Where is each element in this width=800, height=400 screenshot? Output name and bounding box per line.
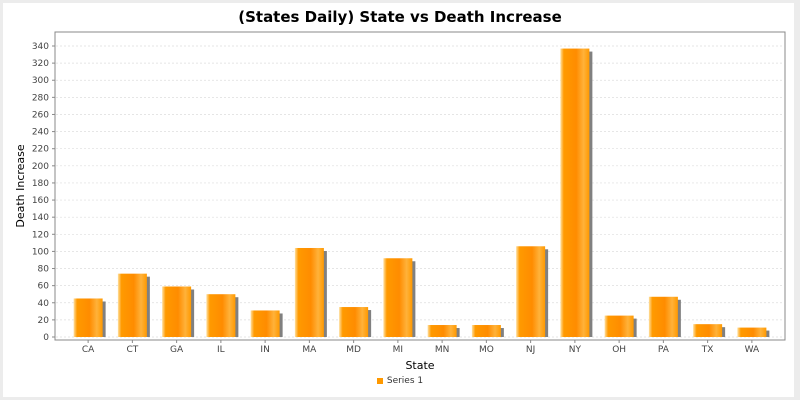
y-tick-label: 0 xyxy=(43,333,49,343)
y-tick-label: 200 xyxy=(32,162,49,172)
gridlines xyxy=(56,45,784,338)
x-tick-label: MA xyxy=(302,345,317,355)
bar-ny xyxy=(560,48,590,337)
bar-in xyxy=(250,310,280,337)
x-tick-label: NY xyxy=(569,345,582,355)
y-tick-label: 20 xyxy=(38,316,50,326)
x-tick-label: PA xyxy=(658,345,670,355)
bar-ma xyxy=(294,247,324,337)
bar-mi xyxy=(383,258,413,337)
x-tick-label: MI xyxy=(393,345,403,355)
bar-wa xyxy=(737,327,767,337)
y-tick-label: 100 xyxy=(32,247,49,257)
legend: Series 1 xyxy=(0,376,800,386)
y-tick-label: 60 xyxy=(38,282,50,292)
legend-label-series-1: Series 1 xyxy=(386,376,424,386)
bar-mn xyxy=(427,325,457,337)
bars xyxy=(73,48,770,337)
y-tick-label: 240 xyxy=(32,128,49,138)
y-axis-ticks: 0 20 40 60 80 100 120 140 160 180 200 220 240 260 280 3… xyxy=(32,42,55,343)
bar-ga xyxy=(162,286,192,337)
x-axis-ticks: CA CT GA IL IN MA MD MI MN MO NJ NY OH PA TX WA xyxy=(82,340,760,355)
y-tick-label: 340 xyxy=(32,42,49,52)
y-tick-label: 160 xyxy=(32,196,49,206)
y-axis-title: Death Increase xyxy=(14,144,27,228)
bar-ct xyxy=(117,273,147,337)
y-tick-label: 220 xyxy=(32,145,49,155)
y-tick-label: 320 xyxy=(32,59,49,69)
x-tick-label: WA xyxy=(745,345,760,355)
y-tick-label: 280 xyxy=(32,93,49,103)
x-tick-label: MN xyxy=(435,345,450,355)
x-tick-label: IL xyxy=(217,345,225,355)
x-tick-label: CA xyxy=(82,345,95,355)
bar-mo xyxy=(471,325,501,337)
chart-title: (States Daily) State vs Death Increase xyxy=(238,8,562,26)
x-tick-label: NJ xyxy=(526,345,535,355)
bar-pa xyxy=(648,296,678,337)
bar-ca xyxy=(73,298,103,337)
bar-md xyxy=(339,307,369,337)
y-tick-label: 260 xyxy=(32,110,49,120)
bar-nj xyxy=(516,246,546,337)
bar-tx xyxy=(693,324,723,337)
x-tick-label: IN xyxy=(260,345,269,355)
bar-il xyxy=(206,294,236,337)
x-tick-label: CT xyxy=(126,345,138,355)
x-tick-label: TX xyxy=(701,345,714,355)
x-axis-title: State xyxy=(405,359,434,372)
x-tick-label: MO xyxy=(479,345,494,355)
y-tick-label: 140 xyxy=(32,213,49,223)
y-tick-label: 80 xyxy=(38,265,50,275)
bar-oh xyxy=(604,315,634,337)
y-tick-label: 40 xyxy=(38,299,50,309)
x-tick-label: OH xyxy=(612,345,626,355)
legend-swatch-series-1 xyxy=(376,378,383,384)
y-tick-label: 180 xyxy=(32,179,49,189)
x-tick-label: MD xyxy=(346,345,361,355)
y-tick-label: 120 xyxy=(32,230,49,240)
y-tick-label: 300 xyxy=(32,76,49,86)
x-tick-label: GA xyxy=(170,345,184,355)
